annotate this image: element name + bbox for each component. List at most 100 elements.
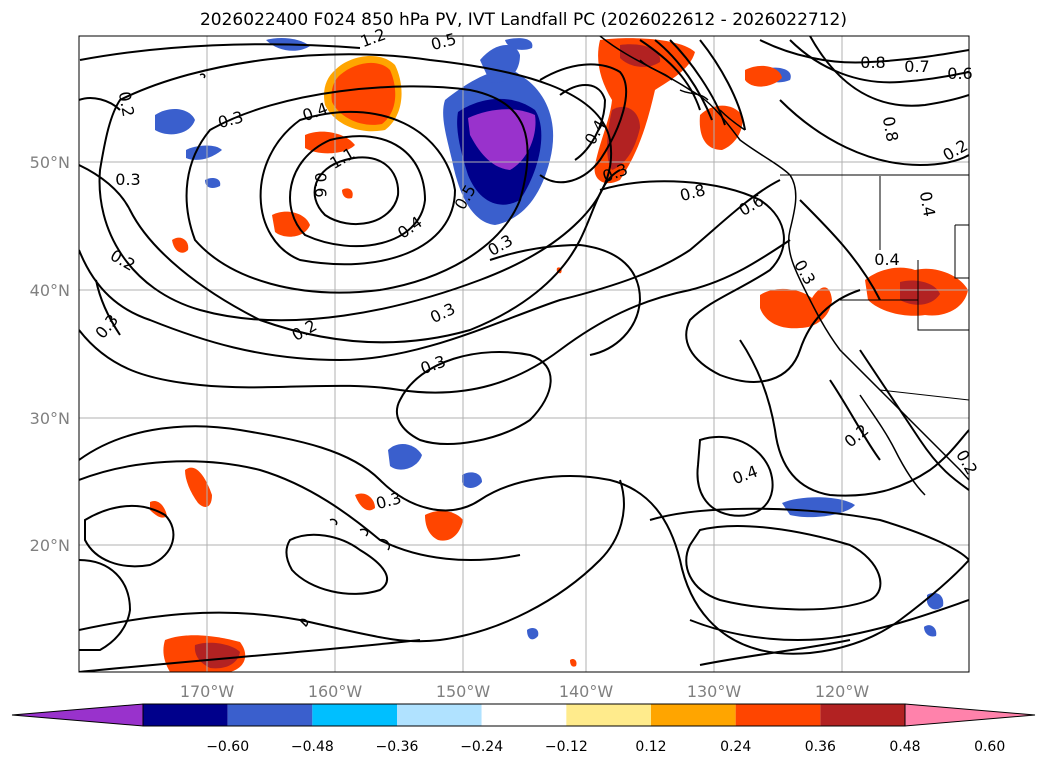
contour-4 <box>79 164 621 344</box>
lon-tick-label: 120°W <box>815 682 870 701</box>
colorbar-outline <box>142 703 906 727</box>
colorbar-tick-label: −0.60 <box>206 739 249 755</box>
colorbar-tick-label: −0.48 <box>291 739 334 755</box>
contour-30 <box>689 599 969 641</box>
contour-3 <box>79 43 361 61</box>
neg-blob-8 <box>924 625 937 637</box>
contour-17 <box>395 351 552 445</box>
contour-36 <box>95 279 121 336</box>
contour-label: 0.2 <box>939 136 971 165</box>
neg-blob-top2 <box>505 38 533 50</box>
colorbar-swatch <box>481 704 567 726</box>
map-frame <box>78 35 970 673</box>
pos-blob-9 <box>760 287 832 329</box>
contour-label: 0.6 <box>311 172 330 197</box>
contour-label: 0.2 <box>115 90 138 118</box>
contour-7 <box>539 63 628 184</box>
contour-14 <box>789 39 969 84</box>
colorbar-tick-label: 0.60 <box>974 739 1005 755</box>
contour-32 <box>489 243 642 356</box>
contour-31 <box>699 639 851 666</box>
colorbar-max-extend <box>904 703 1036 727</box>
colorbar-tick-label: −0.12 <box>545 739 588 755</box>
contour-18 <box>599 180 861 383</box>
contour-label: 0.3 <box>790 256 819 288</box>
contour-label: 0.3 <box>484 231 516 260</box>
lon-tick-label: 130°W <box>687 682 742 701</box>
colorbar-tick-label: 0.36 <box>805 739 836 755</box>
contour-29 <box>79 639 421 672</box>
ivt-contours <box>79 36 969 672</box>
lon-tick-label: 160°W <box>308 682 363 701</box>
contour-label: 1.2 <box>358 25 388 52</box>
contour-15 <box>809 36 969 107</box>
border-states-2 <box>917 260 969 331</box>
graticule <box>79 36 969 672</box>
colorbar-swatch <box>566 704 651 726</box>
contour-21 <box>685 525 882 611</box>
contour-label: 0.4 <box>916 190 939 218</box>
contour-label: 0.3 <box>374 488 404 513</box>
contour-26 <box>285 533 389 595</box>
neg-blob-5 <box>462 472 482 488</box>
contour-label: 0.2 <box>952 446 981 478</box>
neg-blob-3 <box>205 178 221 188</box>
contour-label: 0.6 <box>947 64 972 83</box>
neg-blob-2 <box>186 145 222 160</box>
longitude-ticks: 170°W 160°W 150°W 140°W 130°W 120°W <box>180 682 870 701</box>
pos-blob-1-in <box>331 62 396 125</box>
contour-label: 0.4 <box>394 212 426 242</box>
colorbar-swatch <box>820 704 905 726</box>
contour-label: 0.4 <box>874 250 899 269</box>
contour-label: 0.7 <box>904 57 929 76</box>
contour-label: 0.8 <box>879 115 902 143</box>
pos-blob-6-core <box>607 106 640 170</box>
neg-blob-4 <box>388 443 422 470</box>
contour-label: 0.3 <box>115 170 140 189</box>
contour-8 <box>559 84 607 161</box>
contour-10 <box>654 39 713 121</box>
colorbar-swatch <box>651 704 736 726</box>
contour-34 <box>859 349 969 491</box>
pos-blob-16 <box>570 658 577 667</box>
contour-35 <box>829 379 881 461</box>
pos-blob-13 <box>425 510 463 541</box>
colorbar-tick-label: 0.48 <box>889 739 920 755</box>
contour-low-ring-3 <box>259 110 457 266</box>
contour-label: 0.3 <box>216 107 246 132</box>
pos-blob-10-core <box>900 280 940 305</box>
contour-5 <box>79 179 781 362</box>
pos-blob-5 <box>342 188 353 199</box>
lon-tick-label: 170°W <box>180 682 235 701</box>
lat-tick-label: 50°N <box>30 153 70 172</box>
colorbar-swatch <box>735 704 821 726</box>
lat-tick-label: 20°N <box>30 536 70 555</box>
contour-label: 0.8 <box>860 53 885 72</box>
alaska-islands <box>639 59 746 131</box>
lat-tick-label: 40°N <box>30 281 70 300</box>
contour-25 <box>84 504 175 568</box>
contour-label: 0.8 <box>678 180 708 205</box>
contour-6 <box>79 239 791 394</box>
pos-blob-15-core <box>194 642 240 669</box>
contour-28 <box>79 479 625 643</box>
colorbar-tick-label: −0.36 <box>376 739 419 755</box>
contour-12 <box>699 39 746 131</box>
colorbar-tick-label: −0.24 <box>460 739 503 755</box>
colorbar-tick-label: 0.12 <box>635 739 666 755</box>
neg-blob-1 <box>155 108 195 135</box>
colorbar: −0.60 −0.48 −0.36 −0.24 −0.12 0.12 0.24 0.36 0.4… <box>11 703 1036 755</box>
coastlines <box>199 36 969 628</box>
contour-23 <box>79 425 969 655</box>
pos-blob-11 <box>185 467 212 507</box>
contour-33 <box>799 199 881 301</box>
contour-27 <box>79 559 132 651</box>
coast-na <box>599 36 969 481</box>
contour-37 <box>79 97 121 111</box>
contour-1 <box>185 85 529 294</box>
contour-24 <box>79 460 521 561</box>
contour-13 <box>759 39 969 64</box>
neg-blob-7 <box>927 592 944 610</box>
border-us-mx <box>879 389 969 401</box>
